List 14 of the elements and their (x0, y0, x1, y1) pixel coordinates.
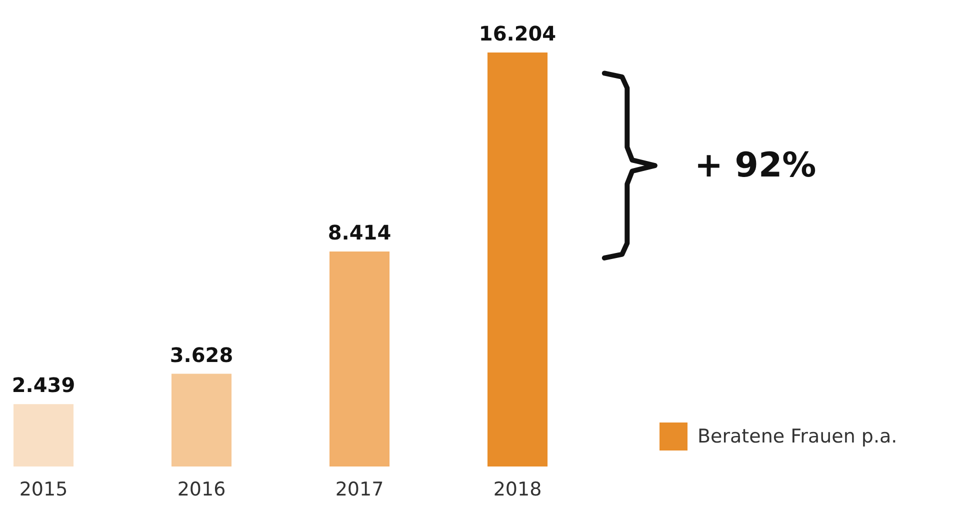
x-tick-label: 2015 (19, 478, 68, 500)
data-label: 3.628 (170, 342, 234, 367)
x-tick-label: 2018 (493, 478, 542, 500)
data-label: 16.204 (478, 22, 556, 46)
data-label: 8.414 (328, 220, 392, 245)
text: + 92% (694, 146, 816, 186)
x-tick-label: 2016 (177, 478, 226, 500)
bar (13, 404, 74, 466)
bar (329, 252, 390, 466)
bar (487, 52, 548, 466)
data-label: 2.439 (12, 373, 76, 398)
legend-label: Beratene Frauen p.a. (698, 426, 898, 448)
x-tick-label: 2017 (335, 478, 384, 500)
bar (171, 374, 232, 466)
